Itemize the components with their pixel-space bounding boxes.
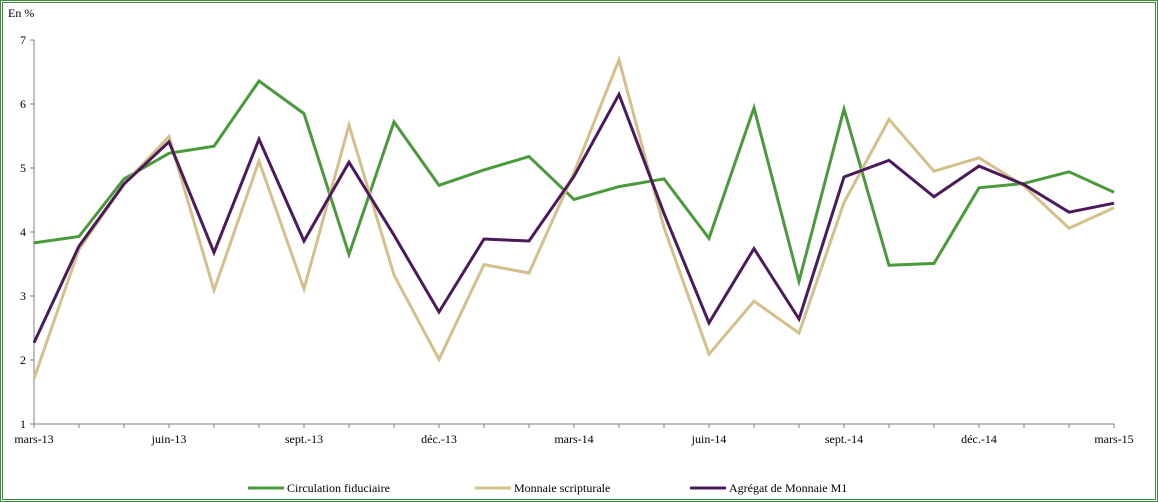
- x-tick-label: sept.-13: [285, 432, 323, 446]
- y-tick-label: 5: [20, 161, 26, 175]
- legend-label-3: Agrégat de Monnaie M1: [729, 481, 847, 495]
- x-tick-label: sept.-14: [825, 432, 863, 446]
- x-axis: mars-13 juin-13 sept.-13 déc.-13 mars-14 juin…: [14, 423, 1134, 446]
- y-tick-label: 6: [20, 97, 26, 111]
- y-axis-unit-label: En %: [8, 6, 34, 20]
- series-line-3: [32, 90, 1115, 344]
- y-tick-label: 2: [20, 353, 26, 367]
- legend-label-1: Circulation fiduciaire: [287, 481, 390, 495]
- x-tick-label: mars-14: [554, 432, 593, 446]
- series-lines: [32, 55, 1115, 380]
- x-tick-label: mars-13: [14, 432, 53, 446]
- series-line-2: [32, 55, 1115, 380]
- y-tick-label: 4: [20, 225, 26, 239]
- legend: Circulation fiduciaire Monnaie scriptural…: [248, 481, 847, 495]
- x-tick-label: mars-15: [1094, 432, 1133, 446]
- y-tick-label: 3: [20, 289, 26, 303]
- y-axis: 1 2 3 4 5 6 7: [20, 33, 35, 431]
- x-tick-label: déc.-13: [421, 432, 457, 446]
- legend-label-2: Monnaie scripturale: [514, 481, 610, 495]
- x-tick-label: juin-14: [691, 432, 727, 446]
- x-tick-label: juin-13: [151, 432, 187, 446]
- y-tick-label: 1: [20, 417, 26, 431]
- x-tick-label: déc.-14: [961, 432, 997, 446]
- series-line-1: [33, 78, 1115, 288]
- y-tick-label: 7: [20, 33, 26, 47]
